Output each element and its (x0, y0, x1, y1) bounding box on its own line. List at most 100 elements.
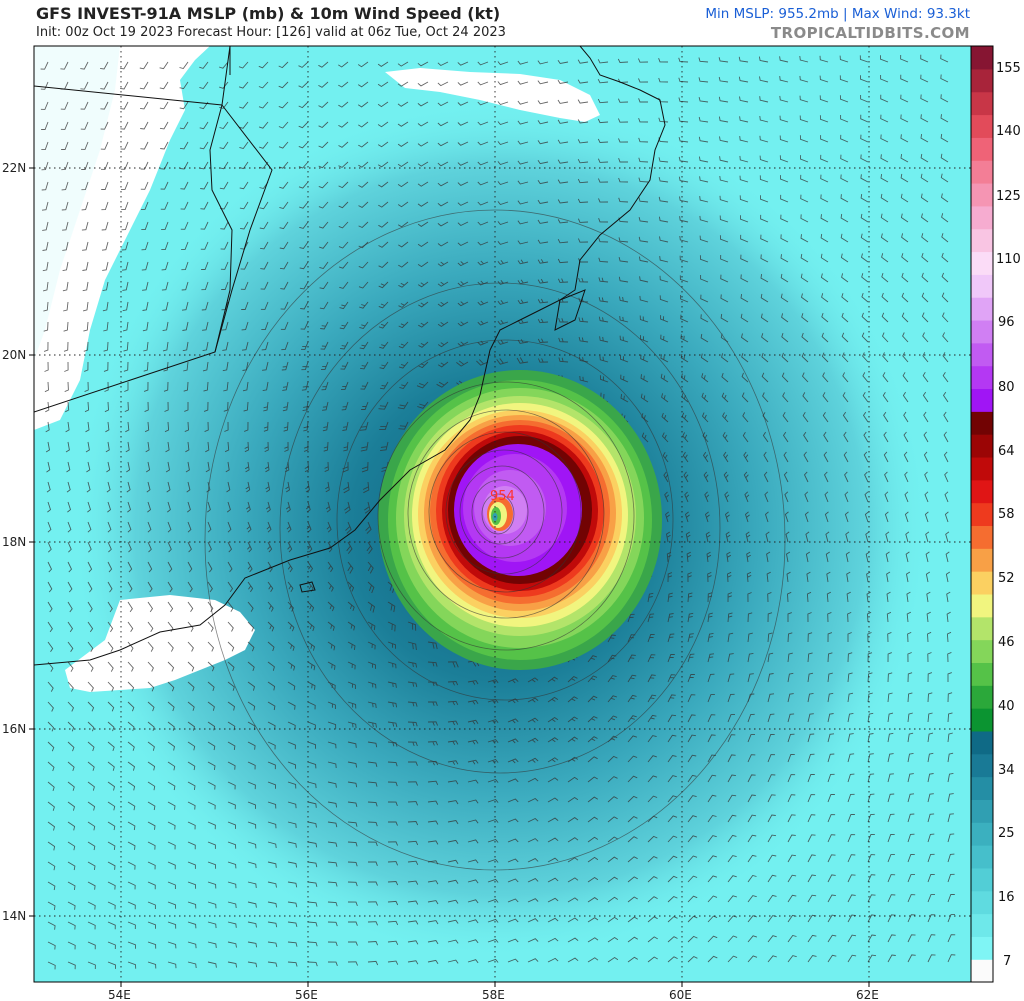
wind-barb (121, 261, 129, 271)
wind-barb (221, 281, 229, 290)
wind-barb (227, 541, 233, 553)
wind-barb (880, 174, 889, 183)
wind-barb (844, 491, 849, 503)
colorbar-swatch (971, 205, 993, 230)
wind-barb (227, 861, 237, 869)
wind-barb (547, 696, 559, 703)
wind-barb (658, 117, 669, 123)
wind-barb (766, 571, 771, 583)
wind-barb (107, 681, 115, 692)
wind-barb (907, 853, 915, 863)
wind-barb (884, 511, 889, 523)
wind-barb (687, 734, 696, 743)
wind-barb (702, 451, 709, 463)
wind-barb (278, 121, 289, 129)
wind-barb (247, 621, 255, 632)
wind-barb (239, 141, 249, 150)
wind-barb (227, 821, 236, 829)
wind-barb (782, 411, 789, 423)
wind-barb (741, 353, 749, 363)
wind-barb (207, 861, 217, 869)
wind-barb (638, 157, 649, 163)
wind-barb (678, 57, 689, 63)
wind-barb (923, 411, 929, 423)
wind-barb (786, 551, 791, 563)
wind-barb (407, 641, 417, 651)
wind-barb (267, 701, 276, 711)
wind-barb (537, 199, 549, 204)
wind-barb (587, 876, 599, 883)
wind-barb (207, 761, 216, 770)
arabian-land-highlight (34, 46, 120, 360)
wind-barb (80, 141, 89, 150)
wind-barb (783, 451, 789, 463)
wind-barb (179, 121, 189, 130)
wind-barb (727, 955, 738, 963)
wind-barb (947, 813, 954, 823)
wind-barb (759, 155, 769, 163)
wind-barb (417, 161, 429, 167)
wind-barb (802, 392, 809, 403)
wind-barb (437, 61, 449, 67)
wind-barb (467, 899, 479, 904)
wind-barb (667, 714, 677, 723)
wind-barb (901, 292, 909, 303)
wind-barb (537, 239, 549, 244)
wind-barb (47, 561, 53, 573)
wind-barb (647, 654, 656, 663)
wind-barb (947, 712, 953, 723)
wind-barb (799, 55, 809, 63)
wind-barb (922, 332, 929, 343)
wind-barb (881, 292, 889, 303)
wind-barb (47, 781, 55, 792)
wind-barb (377, 161, 389, 168)
wind-barb (507, 878, 519, 883)
wind-barb (398, 421, 409, 430)
wind-barb (167, 881, 176, 889)
wind-barb (199, 161, 209, 170)
wind-barb (882, 391, 889, 403)
wind-barb (347, 801, 358, 808)
wind-barb (599, 355, 609, 363)
wind-barb (146, 481, 151, 493)
wind-barb (87, 601, 93, 613)
wind-barb (326, 521, 332, 533)
wind-barb (940, 114, 949, 123)
wind-barb (407, 621, 417, 631)
wind-barb (47, 581, 53, 593)
wind-barb (927, 752, 934, 763)
colorbar-swatch (971, 639, 993, 663)
wind-barb (287, 641, 295, 651)
wind-barb (279, 221, 289, 230)
wind-barb (142, 321, 149, 332)
wind-barb (66, 461, 71, 473)
wind-barb (143, 381, 149, 392)
wind-barb (667, 815, 678, 823)
wind-barb (824, 491, 829, 503)
wind-barb (344, 501, 351, 514)
wind-barb (517, 240, 529, 245)
wind-barb (199, 81, 209, 90)
wind-barb (167, 921, 177, 929)
wind-barb (739, 96, 749, 103)
wind-barb (127, 801, 136, 811)
wind-barb (60, 121, 69, 130)
wind-barb (244, 441, 249, 453)
wind-barb (287, 721, 296, 730)
wind-barb (279, 181, 289, 189)
wind-barb (925, 551, 930, 563)
wind-barb (202, 341, 209, 352)
wind-barb (943, 451, 949, 463)
wind-barb (259, 201, 269, 210)
colorbar-swatch (971, 114, 993, 138)
wind-barb (780, 214, 789, 223)
wind-barb (80, 81, 89, 90)
wind-barb (820, 174, 829, 183)
wind-barb (567, 716, 578, 723)
wind-barb (726, 551, 732, 563)
wind-barb (377, 101, 389, 108)
wind-barb (707, 915, 718, 923)
wind-barb (618, 158, 628, 163)
wind-barb (907, 631, 912, 643)
wind-barb (447, 879, 459, 884)
